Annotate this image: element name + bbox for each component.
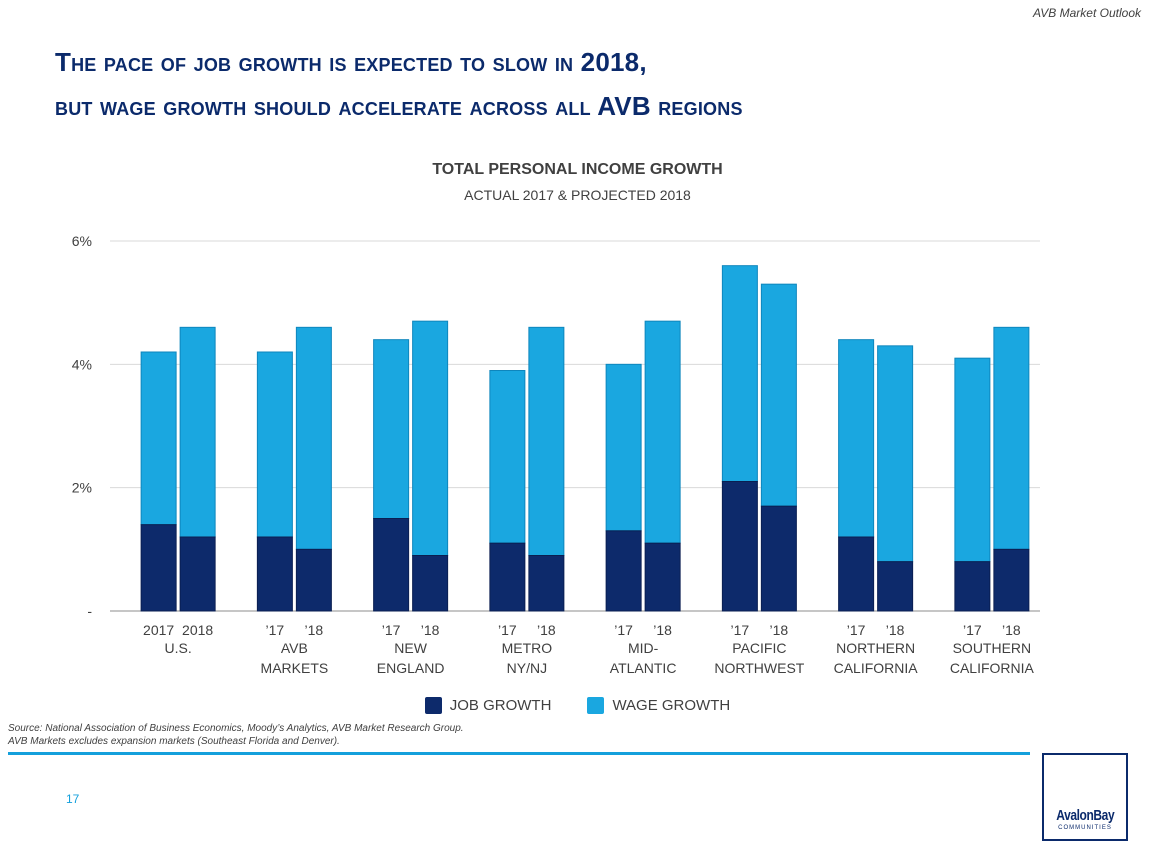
x-year-label: ’17 bbox=[498, 622, 517, 638]
x-region-label: U.S. bbox=[165, 640, 192, 656]
bar-wage-growth bbox=[179, 326, 216, 538]
x-region-label: AVB bbox=[281, 640, 308, 656]
page-title-line-1: The pace of job growth is expected to sl… bbox=[55, 47, 647, 77]
x-year-label: ’18 bbox=[1002, 622, 1021, 638]
x-region-label: MARKETS bbox=[261, 660, 329, 676]
footer-rule bbox=[8, 752, 1030, 755]
income-growth-chart: - 2% 4% 6% 2017 2018 U.S. ’17 ’18 AVB MARKETS ’17 ’1… bbox=[72, 233, 1040, 676]
bar-wage-growth bbox=[760, 283, 797, 507]
x-year-label: ’17 bbox=[963, 622, 982, 638]
page-number: 17 bbox=[66, 792, 80, 806]
logo-subtitle: COMMUNITIES bbox=[1058, 825, 1112, 831]
bar-job-growth bbox=[877, 561, 914, 612]
bar-wage-growth bbox=[256, 351, 293, 538]
bar-wage-growth bbox=[412, 320, 449, 556]
chart-title: TOTAL PERSONAL INCOME GROWTH bbox=[432, 161, 723, 178]
legend-label-job-growth: JOB GROWTH bbox=[449, 697, 552, 714]
x-region-label: MID- bbox=[628, 640, 659, 656]
x-year-label: ’17 bbox=[731, 622, 750, 638]
bar-job-growth bbox=[838, 536, 875, 612]
page-title: The pace of job growth is expected to sl… bbox=[55, 40, 1115, 128]
x-year-label: ’18 bbox=[537, 622, 556, 638]
header-tag: AVB Market Outlook bbox=[1032, 6, 1141, 20]
footnote-line-1: Source: National Association of Business… bbox=[8, 723, 464, 734]
x-year-label: ’18 bbox=[770, 622, 789, 638]
bar-job-growth bbox=[295, 548, 332, 612]
bar-job-growth bbox=[644, 542, 681, 612]
bar-job-growth bbox=[605, 530, 642, 612]
x-year-label: ’17 bbox=[614, 622, 633, 638]
x-region-label: ATLANTIC bbox=[610, 660, 677, 676]
chart-legend: JOB GROWTH WAGE GROWTH bbox=[0, 697, 1155, 714]
x-region-label: ENGLAND bbox=[377, 660, 445, 676]
x-region-label: METRO bbox=[502, 640, 553, 656]
y-tick-label: - bbox=[87, 603, 92, 619]
x-year-label: ’17 bbox=[266, 622, 285, 638]
bar-wage-growth bbox=[877, 345, 914, 563]
x-year-label: ’18 bbox=[305, 622, 324, 638]
x-year-label: 2017 bbox=[143, 622, 174, 638]
x-year-label: ’17 bbox=[382, 622, 401, 638]
chart-subtitle: ACTUAL 2017 & PROJECTED 2018 bbox=[464, 187, 691, 203]
bar-job-growth bbox=[760, 505, 797, 612]
bar-job-growth bbox=[140, 524, 177, 612]
bar-job-growth bbox=[528, 555, 565, 612]
x-region-label: NORTHERN bbox=[836, 640, 915, 656]
x-year-label: 2018 bbox=[182, 622, 213, 638]
y-tick-label: 4% bbox=[72, 356, 92, 372]
x-region-label: NEW bbox=[394, 640, 427, 656]
legend-swatch-job-growth bbox=[424, 697, 442, 714]
x-year-label: ’17 bbox=[847, 622, 866, 638]
x-region-label: CALIFORNIA bbox=[950, 660, 1035, 676]
page-title-line-2: but wage growth should accelerate across… bbox=[55, 91, 743, 121]
legend-item-wage-growth: WAGE GROWTH bbox=[587, 697, 730, 714]
bar-job-growth bbox=[993, 548, 1030, 612]
bar-job-growth bbox=[412, 555, 449, 612]
bar-wage-growth bbox=[373, 339, 410, 519]
bar-job-growth bbox=[489, 542, 526, 612]
x-year-label: ’18 bbox=[421, 622, 440, 638]
bar-wage-growth bbox=[838, 339, 875, 538]
bar-wage-growth bbox=[528, 326, 565, 557]
bar-wage-growth bbox=[295, 326, 332, 550]
bar-job-growth bbox=[721, 481, 758, 612]
bar-wage-growth bbox=[721, 265, 758, 482]
bar-wage-growth bbox=[644, 320, 681, 544]
x-region-label: NORTHWEST bbox=[714, 660, 804, 676]
bar-job-growth bbox=[954, 561, 991, 612]
avalonbay-logo: AvalonBay COMMUNITIES bbox=[1042, 753, 1128, 841]
logo-name: AvalonBay bbox=[1055, 807, 1114, 824]
legend-swatch-wage-growth bbox=[587, 697, 605, 714]
bar-wage-growth bbox=[954, 357, 991, 563]
bar-wage-growth bbox=[140, 351, 177, 526]
bar-job-growth bbox=[256, 536, 293, 612]
x-region-label: NY/NJ bbox=[507, 660, 547, 676]
x-region-label: SOUTHERN bbox=[953, 640, 1032, 656]
bar-wage-growth bbox=[605, 363, 642, 532]
bar-wage-growth bbox=[489, 370, 526, 544]
legend-item-job-growth: JOB GROWTH bbox=[424, 697, 552, 714]
source-footnote: Source: National Association of Business… bbox=[8, 722, 464, 748]
footnote-line-2: AVB Markets excludes expansion markets (… bbox=[8, 736, 340, 747]
x-region-label: CALIFORNIA bbox=[834, 660, 919, 676]
x-year-label: ’18 bbox=[886, 622, 905, 638]
x-region-label: PACIFIC bbox=[732, 640, 786, 656]
x-year-label: ’18 bbox=[653, 622, 672, 638]
legend-label-wage-growth: WAGE GROWTH bbox=[612, 697, 731, 714]
bar-wage-growth bbox=[993, 326, 1030, 550]
y-tick-label: 2% bbox=[72, 480, 92, 496]
y-tick-label: 6% bbox=[72, 233, 92, 249]
bar-job-growth bbox=[179, 536, 216, 612]
bar-job-growth bbox=[373, 518, 410, 612]
